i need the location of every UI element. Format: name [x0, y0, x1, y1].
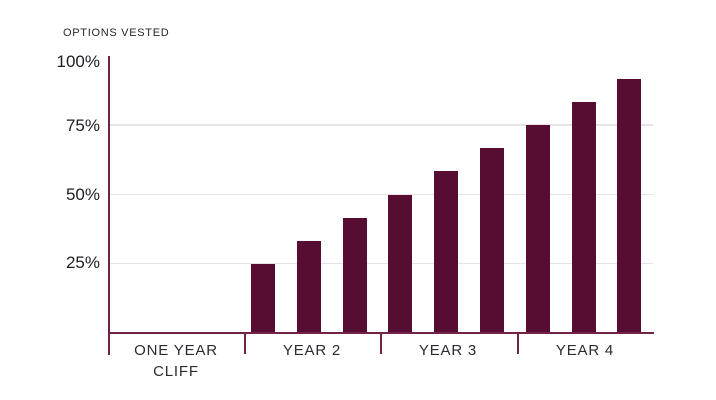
bar-7 — [525, 125, 550, 333]
bar-9 — [617, 79, 642, 333]
x-label-year-3: YEAR 3 — [380, 340, 516, 361]
x-label-year-2: YEAR 2 — [244, 340, 380, 361]
x-axis-tick-year4 — [517, 333, 519, 354]
x-axis-tick-year3 — [380, 333, 382, 354]
bar-4 — [388, 194, 413, 333]
chart-title: OPTIONS VESTED — [63, 27, 170, 39]
x-label-line: YEAR 4 — [555, 342, 615, 359]
y-tick-label-25: 25% — [65, 253, 100, 272]
bar-3 — [342, 217, 367, 333]
gridline-75 — [108, 124, 653, 126]
y-axis-line — [108, 56, 110, 355]
y-tick-label-100: 100% — [56, 52, 100, 71]
x-label-line: CLIFF — [153, 363, 199, 380]
x-axis-line — [108, 332, 654, 334]
y-tick-label-75: 75% — [65, 116, 100, 135]
x-label-line: ONE YEAR — [134, 342, 218, 359]
gridline-50 — [108, 193, 653, 195]
bar-1 — [250, 263, 275, 333]
x-axis-tick-year2 — [244, 333, 246, 354]
x-label-year-4: YEAR 4 — [517, 340, 653, 361]
bar-8 — [571, 102, 596, 333]
bar-6 — [480, 148, 505, 333]
x-label-one-year-cliff: ONE YEAR CLIFF — [108, 340, 244, 382]
bar-2 — [296, 240, 321, 333]
gridline-25 — [108, 262, 653, 265]
x-label-line: YEAR 3 — [418, 342, 478, 359]
x-label-line: YEAR 2 — [282, 342, 342, 359]
plot-area — [108, 56, 653, 333]
y-tick-label-50: 50% — [65, 185, 100, 204]
bar-5 — [434, 171, 459, 333]
